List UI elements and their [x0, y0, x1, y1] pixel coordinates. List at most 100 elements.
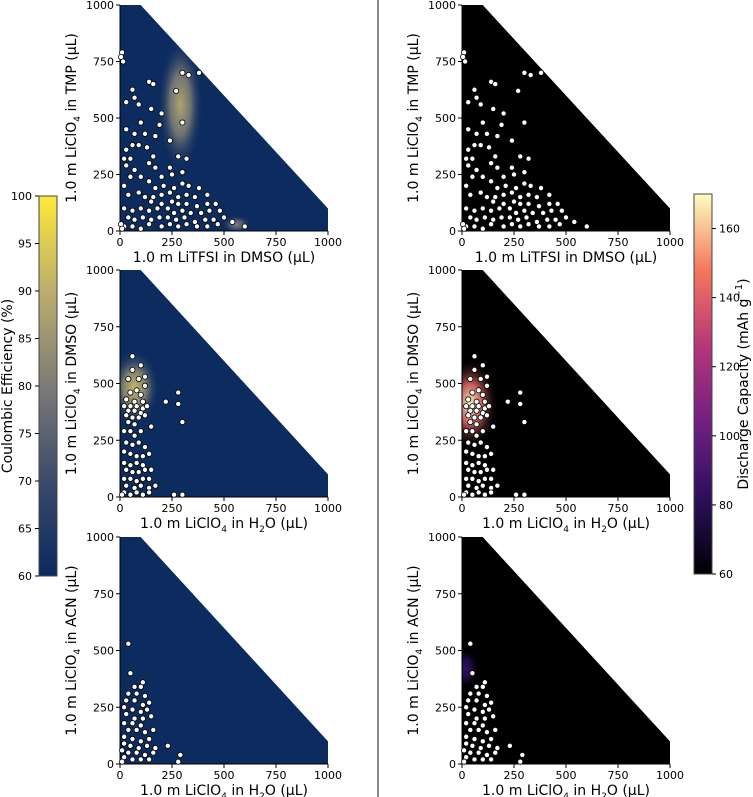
sample-point — [125, 375, 132, 382]
sample-point — [152, 482, 159, 489]
sample-point — [506, 742, 513, 749]
sample-point — [141, 382, 148, 389]
sample-point — [556, 221, 563, 228]
sample-point — [463, 459, 470, 466]
sample-point — [469, 475, 476, 482]
y-tick-label: 250 — [435, 434, 456, 447]
sample-point — [123, 466, 130, 473]
sample-point — [502, 182, 509, 189]
sample-point — [479, 119, 486, 126]
sample-point — [483, 444, 490, 451]
sample-point — [508, 137, 515, 144]
sample-point — [469, 450, 476, 457]
sample-point — [121, 475, 128, 482]
sample-point — [483, 194, 490, 201]
sample-point — [479, 683, 486, 690]
sample-point — [471, 441, 478, 448]
sample-point — [473, 216, 480, 223]
sample-point — [150, 726, 157, 733]
sample-point — [164, 205, 171, 212]
sample-point — [463, 182, 470, 189]
sample-point — [471, 223, 478, 230]
sample-point — [135, 469, 142, 476]
heatmap-hotspot — [462, 358, 498, 450]
sample-point — [519, 751, 526, 758]
sample-point — [152, 185, 159, 192]
sample-point — [123, 412, 130, 419]
sample-point — [500, 173, 507, 180]
sample-point — [129, 441, 136, 448]
x-tick-label: 750 — [266, 769, 287, 782]
sample-point — [166, 189, 173, 196]
label-part: O (μL) — [607, 516, 650, 532]
sample-point — [129, 706, 136, 713]
sample-point — [144, 144, 151, 151]
sample-point — [187, 209, 194, 216]
sample-point — [467, 375, 474, 382]
sample-point — [515, 87, 522, 94]
sample-point — [521, 69, 528, 76]
sample-point — [490, 198, 497, 205]
sample-point — [527, 72, 534, 79]
sample-point — [479, 708, 486, 715]
colorbar-tick-label: 100 — [719, 430, 740, 443]
sample-point — [461, 758, 468, 765]
sample-point — [158, 200, 165, 207]
sample-point — [488, 736, 495, 743]
sample-point — [179, 491, 186, 498]
sample-point — [488, 450, 495, 457]
sample-point — [465, 146, 472, 153]
x-tick-label: 1000 — [314, 502, 342, 515]
label-part: 1.0 m LiClO — [482, 783, 563, 797]
x-tick-label: 0 — [117, 236, 124, 249]
sample-point — [477, 142, 484, 149]
sample-point — [504, 398, 511, 405]
sample-point — [506, 214, 513, 221]
sample-point — [146, 475, 153, 482]
heatmap-hotspot — [462, 648, 479, 690]
sample-point — [166, 137, 173, 144]
sample-point — [141, 729, 148, 736]
sample-point — [129, 756, 136, 763]
sample-point — [139, 491, 146, 498]
sample-point — [463, 740, 470, 747]
y-tick-label: 0 — [107, 225, 114, 238]
y-tick-label: 250 — [93, 701, 114, 714]
sample-point — [467, 191, 474, 198]
sample-point — [546, 200, 553, 207]
sample-point — [173, 216, 180, 223]
label-part: O (μL) — [607, 783, 650, 797]
label-part: 4 — [415, 648, 425, 654]
sample-point — [156, 214, 163, 221]
y-tick-label: 750 — [93, 321, 114, 334]
sample-point — [220, 214, 227, 221]
sample-point — [546, 223, 553, 230]
sample-point — [119, 491, 126, 498]
sample-point — [135, 101, 142, 108]
sample-point — [168, 198, 175, 205]
sample-point — [119, 747, 126, 754]
sample-point — [123, 146, 130, 153]
sample-point — [492, 726, 499, 733]
colorbar-tick-label: 65 — [18, 523, 32, 536]
sample-point — [479, 482, 486, 489]
y-tick-label: 500 — [93, 645, 114, 658]
label-part: 2 — [259, 525, 265, 535]
sample-point — [129, 720, 136, 727]
x-tick-label: 750 — [608, 502, 629, 515]
sample-point — [146, 450, 153, 457]
label-part: in H — [569, 783, 601, 797]
x-axis-label: 1.0 m LiClO4 in H2O (μL) — [482, 516, 650, 535]
sample-point — [479, 362, 486, 369]
label-part: 1.0 m LiClO — [406, 122, 422, 203]
sample-point — [483, 373, 490, 380]
sample-point — [469, 670, 476, 677]
sample-point — [127, 450, 134, 457]
sample-point — [473, 166, 480, 173]
sample-point — [486, 742, 493, 749]
colorbar-dc-label-end: ) — [736, 278, 752, 283]
sample-point — [481, 214, 488, 221]
sample-point — [162, 398, 169, 405]
